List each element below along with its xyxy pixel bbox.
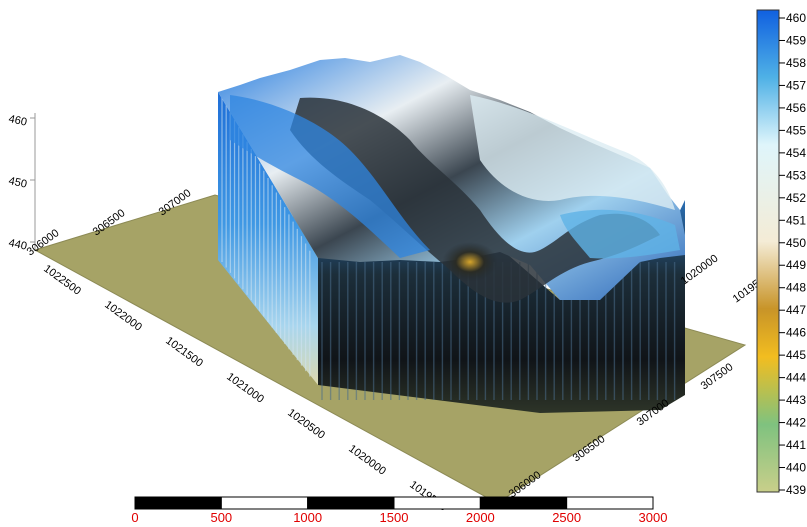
- colorbar-tick-label: 460: [786, 11, 806, 25]
- scale-bar-label: 1500: [380, 510, 409, 525]
- scale-bar-label: 2000: [466, 510, 495, 525]
- colorbar-tick-label: 455: [786, 123, 806, 137]
- surface-ridge-right: [560, 209, 680, 259]
- surface-pit-highlight: [442, 242, 498, 282]
- z-axis: [30, 113, 36, 250]
- z-tick-label: 460: [8, 113, 28, 129]
- colorbar-tick-label: 450: [786, 236, 806, 250]
- colorbar-tick-label: 442: [786, 416, 806, 430]
- scale-bar-label: 1000: [293, 510, 322, 525]
- colorbar-tick-label: 448: [786, 281, 806, 295]
- left-axis-tick-label: 1020000: [346, 443, 388, 478]
- surface-ridge-blue: [230, 95, 430, 258]
- scale-bar-segment: [393, 496, 481, 510]
- colorbar-tick-label: 457: [786, 78, 806, 92]
- colorbar-tick-label: 449: [786, 258, 806, 272]
- colorbar-tick-label: 447: [786, 303, 806, 317]
- scale-bar-label: 3000: [639, 510, 668, 525]
- colorbar-tick-label: 443: [786, 393, 806, 407]
- colorbar-tick-label: 458: [786, 56, 806, 70]
- scale-bar-segment: [479, 496, 568, 510]
- scale-bar-label: 500: [210, 510, 232, 525]
- left-wall-ridges: [221, 98, 311, 377]
- colorbar-tick-label: 454: [786, 146, 806, 160]
- left-axis-tick-label: 1020500: [285, 407, 327, 442]
- scale-bar-label: 2500: [552, 510, 581, 525]
- colorbar-tick-label: 440: [786, 461, 806, 475]
- scale-bar-segment: [134, 496, 222, 510]
- colorbar-ticks: 460 459 458 457 456 455 454 453 452 451 450 449 448 4…: [779, 11, 806, 497]
- scale-bar-segment: [566, 496, 654, 510]
- surface-ridge-white: [470, 95, 675, 210]
- colorbar-tick-label: 453: [786, 168, 806, 182]
- colorbar-tick-label: 456: [786, 101, 806, 115]
- colorbar-tick-label: 444: [786, 371, 806, 385]
- z-tick-label: 440: [8, 237, 28, 253]
- scale-bar-segment: [220, 496, 309, 510]
- colorbar-tick-label: 451: [786, 213, 806, 227]
- colorbar-tick-label: 441: [786, 438, 806, 452]
- colorbar-tick-label: 439: [786, 483, 806, 497]
- left-axis-tick-label: 1021000: [224, 371, 266, 406]
- colorbar-tick-label: 452: [786, 191, 806, 205]
- z-tick-label: 450: [8, 175, 28, 191]
- colorbar: [756, 9, 780, 493]
- surface-crater: [290, 97, 660, 303]
- colorbar-tick-label: 446: [786, 326, 806, 340]
- colorbar-tick-label: 459: [786, 33, 806, 47]
- scale-bar: 0 500 1000 1500 2000 2500 3000: [131, 496, 668, 525]
- colorbar-tick-label: 445: [786, 348, 806, 362]
- scale-bar-label: 0: [131, 510, 138, 525]
- scale-bar-segment: [307, 496, 395, 510]
